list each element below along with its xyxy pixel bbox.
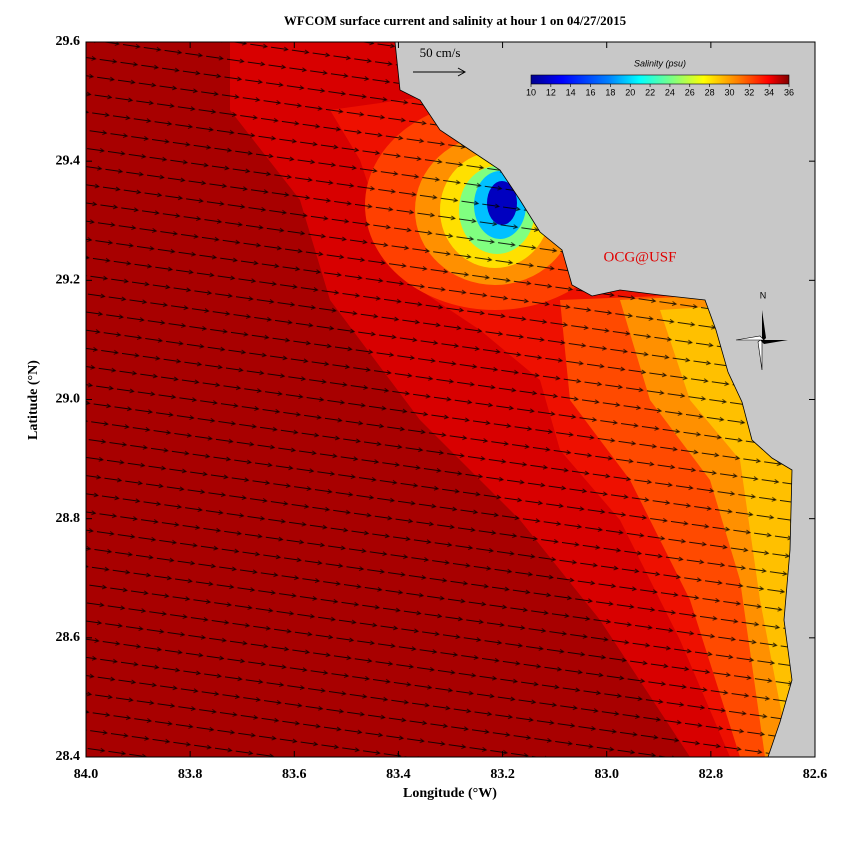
salinity-field bbox=[86, 42, 815, 757]
compass-label: N bbox=[760, 290, 767, 300]
y-tick-label: 28.4 bbox=[56, 749, 81, 764]
colorbar-title: Salinity (psu) bbox=[634, 58, 686, 68]
x-tick-label: 84.0 bbox=[74, 767, 99, 782]
x-tick-label: 83.0 bbox=[594, 767, 619, 782]
x-tick-label: 82.6 bbox=[803, 767, 828, 782]
compass bbox=[735, 310, 788, 371]
colorbar-tick-label: 18 bbox=[605, 87, 615, 97]
colorbar-tick-label: 22 bbox=[645, 87, 655, 97]
colorbar-tick-label: 36 bbox=[784, 87, 794, 97]
x-tick-label: 83.4 bbox=[386, 767, 411, 782]
colorbar bbox=[530, 74, 790, 85]
y-tick-label: 29.2 bbox=[56, 273, 81, 288]
colorbar-tick-label: 10 bbox=[526, 87, 536, 97]
colorbar-tick-label: 16 bbox=[586, 87, 596, 97]
colorbar-tick-label: 12 bbox=[546, 87, 556, 97]
scale-arrow bbox=[413, 67, 467, 77]
colorbar-tick-label: 30 bbox=[724, 87, 734, 97]
colorbar-tick-label: 26 bbox=[685, 87, 695, 97]
scale-label: 50 cm/s bbox=[420, 45, 461, 60]
x-tick-label: 83.8 bbox=[178, 767, 203, 782]
credit: OCG@USF bbox=[603, 249, 676, 265]
x-tick-label: 83.2 bbox=[490, 767, 515, 782]
colorbar-tick-label: 14 bbox=[566, 87, 576, 97]
colorbar-tick-label: 20 bbox=[625, 87, 635, 97]
colorbar-tick-label: 24 bbox=[665, 87, 675, 97]
colorbar-tick-label: 28 bbox=[705, 87, 715, 97]
x-tick-label: 82.8 bbox=[699, 767, 724, 782]
y-tick-label: 29.6 bbox=[56, 34, 81, 49]
y-tick-label: 28.8 bbox=[56, 511, 81, 526]
y-tick-label: 29.0 bbox=[56, 392, 81, 407]
y-axis-label: Latitude (°N) bbox=[26, 360, 41, 440]
x-tick-label: 83.6 bbox=[282, 767, 307, 782]
x-axis-label: Longitude (°W) bbox=[403, 786, 497, 801]
map-title: WFCOM surface current and salinity at ho… bbox=[284, 13, 627, 28]
y-tick-label: 28.6 bbox=[56, 630, 81, 645]
colorbar-tick-label: 34 bbox=[764, 87, 774, 97]
colorbar-tick-label: 32 bbox=[744, 87, 754, 97]
y-tick-label: 29.4 bbox=[56, 153, 81, 168]
